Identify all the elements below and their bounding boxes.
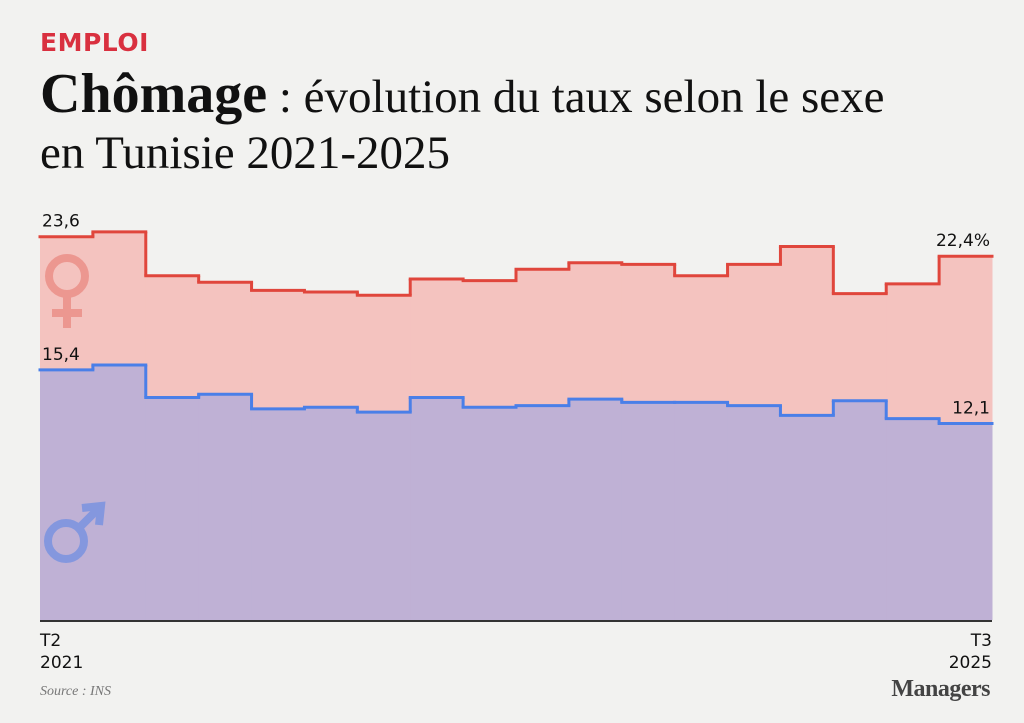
x-tick-label: T2 2021	[40, 631, 84, 673]
area-step	[674, 402, 729, 620]
area-step	[621, 402, 676, 620]
area-step	[410, 397, 464, 620]
area-step	[145, 397, 200, 620]
headline: Chômage : évolution du taux selon le sex…	[40, 66, 940, 181]
area-step	[198, 394, 253, 620]
value-label: 12,1	[952, 398, 990, 418]
area-step	[357, 412, 411, 620]
area-step	[727, 405, 781, 620]
area-step	[516, 405, 570, 620]
chart-subtitle: : évolution du taux selon le sexe en Tun…	[40, 71, 885, 179]
area-step	[886, 418, 940, 620]
value-label: 22,4%	[936, 231, 990, 251]
plot	[38, 230, 994, 621]
area-step	[92, 365, 147, 620]
area-step	[40, 369, 94, 620]
kicker: EMPLOI	[40, 28, 149, 57]
male-symbol	[44, 501, 106, 563]
area-step	[251, 408, 305, 620]
area-step	[304, 407, 358, 620]
female-symbol	[45, 254, 89, 328]
area-step	[463, 407, 517, 620]
value-label: 15,4	[42, 345, 80, 365]
area-step	[833, 400, 887, 620]
chart-title: Chômage	[40, 63, 268, 125]
brand: Managers	[891, 676, 990, 702]
value-label: 23,6	[42, 212, 80, 232]
area-step	[568, 399, 623, 620]
area-step	[939, 423, 993, 620]
source: Source : INS	[40, 684, 112, 699]
x-tick-label: T3 2025	[948, 631, 992, 673]
area-step	[780, 415, 834, 620]
